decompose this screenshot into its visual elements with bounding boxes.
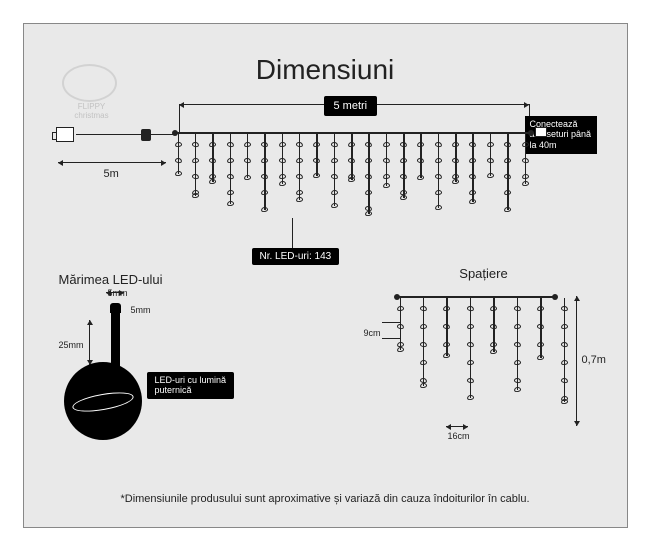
spacing-h-label: 16cm (448, 431, 470, 441)
spacing-v-label: 9cm (364, 328, 381, 338)
cable-plug-diagram (56, 122, 174, 162)
spacing-total-label: 0,7m (582, 354, 606, 366)
cable-dim-line (58, 162, 166, 163)
cable-line (76, 134, 174, 136)
spacing-total-dim (576, 296, 577, 426)
led-depth-dim (89, 320, 90, 365)
spacing-curtain-diagram (396, 296, 566, 436)
led-size-heading: Mărimea LED-ului (59, 272, 289, 287)
led-height-label: 5mm (131, 305, 151, 315)
diagram-canvas: FLIPPY christmas Dimensiuni 5m 5 metri C… (23, 23, 628, 528)
footnote-text: *Dimensiunile produsului sunt aproximati… (24, 493, 627, 505)
curtain-bar (174, 132, 532, 134)
spacing-section: Spațiere 9cm 16cm 0,7m (364, 266, 604, 456)
curtain-end-plug-icon (535, 127, 547, 137)
cable-length-label: 5m (104, 168, 119, 180)
led-body-icon (111, 310, 120, 366)
led-desc-pill: LED-uri cu lumină puternică (147, 372, 235, 400)
led-count-pill: Nr. LED-uri: 143 (252, 248, 340, 265)
spacing-heading: Spațiere (364, 266, 604, 281)
led-size-section: Mărimea LED-ului 5mm 5mm 25mm LED-uri cu… (59, 272, 289, 442)
ferrite-icon (141, 129, 151, 141)
spacing-h-dim (446, 426, 468, 427)
led-depth-label: 25mm (59, 340, 84, 350)
curtain-diagram (174, 112, 542, 242)
plug-icon (56, 127, 74, 142)
led-width-label: 5mm (108, 288, 128, 298)
led-width-dim (106, 292, 124, 293)
page-title: Dimensiuni (24, 54, 627, 86)
led-disc-icon (64, 362, 142, 440)
brand-logo-text: FLIPPY christmas (74, 102, 108, 120)
spacing-curtain-bar (396, 296, 556, 298)
